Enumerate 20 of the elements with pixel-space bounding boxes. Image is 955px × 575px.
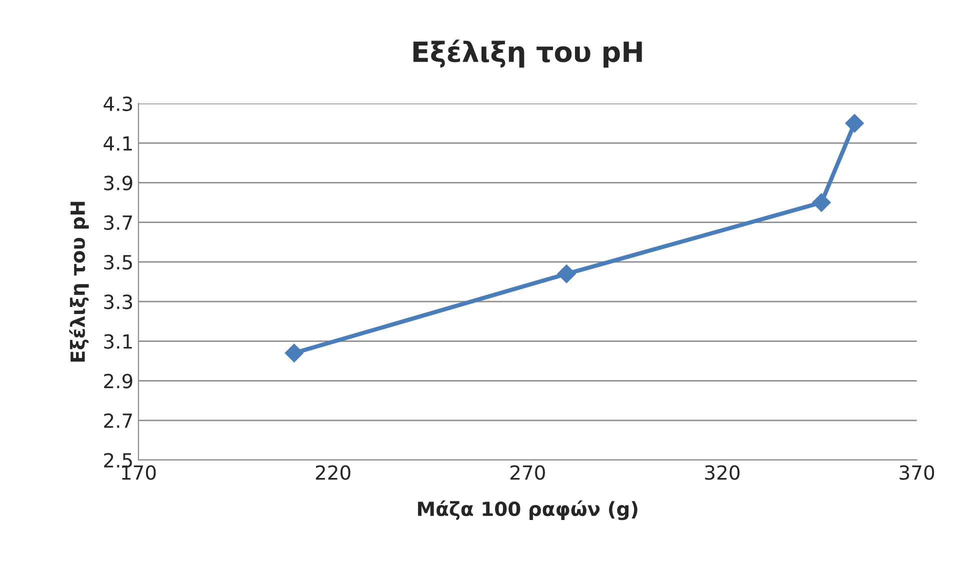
x-tick-label: 270 (510, 465, 545, 480)
y-tick-label: 4.3 (104, 96, 132, 112)
x-tick-label: 320 (705, 465, 740, 480)
x-tick-label: 370 (900, 465, 934, 480)
y-tick-label: 3.5 (104, 254, 132, 270)
point (812, 193, 831, 212)
point (845, 114, 864, 133)
y-tick-label: 4.1 (104, 136, 132, 150)
y-tick-label: 3.3 (104, 294, 132, 310)
point (284, 344, 304, 362)
x-tick-label: 220 (316, 465, 350, 480)
y-tick-label: 2.9 (104, 374, 132, 388)
y-tick-label: 3.1 (104, 334, 132, 349)
x-axis-title: Μάζα 100 ραφών (g) (418, 500, 638, 520)
y-tick-label: 3.9 (104, 176, 132, 190)
y-tick-label: 2.7 (104, 413, 132, 428)
chart-title: Εξέλιξη του pH (413, 40, 642, 68)
y-tick-label: 3.7 (104, 215, 132, 230)
y-axis-title: Εξέλιξη του pH (69, 202, 89, 362)
point (557, 264, 576, 284)
